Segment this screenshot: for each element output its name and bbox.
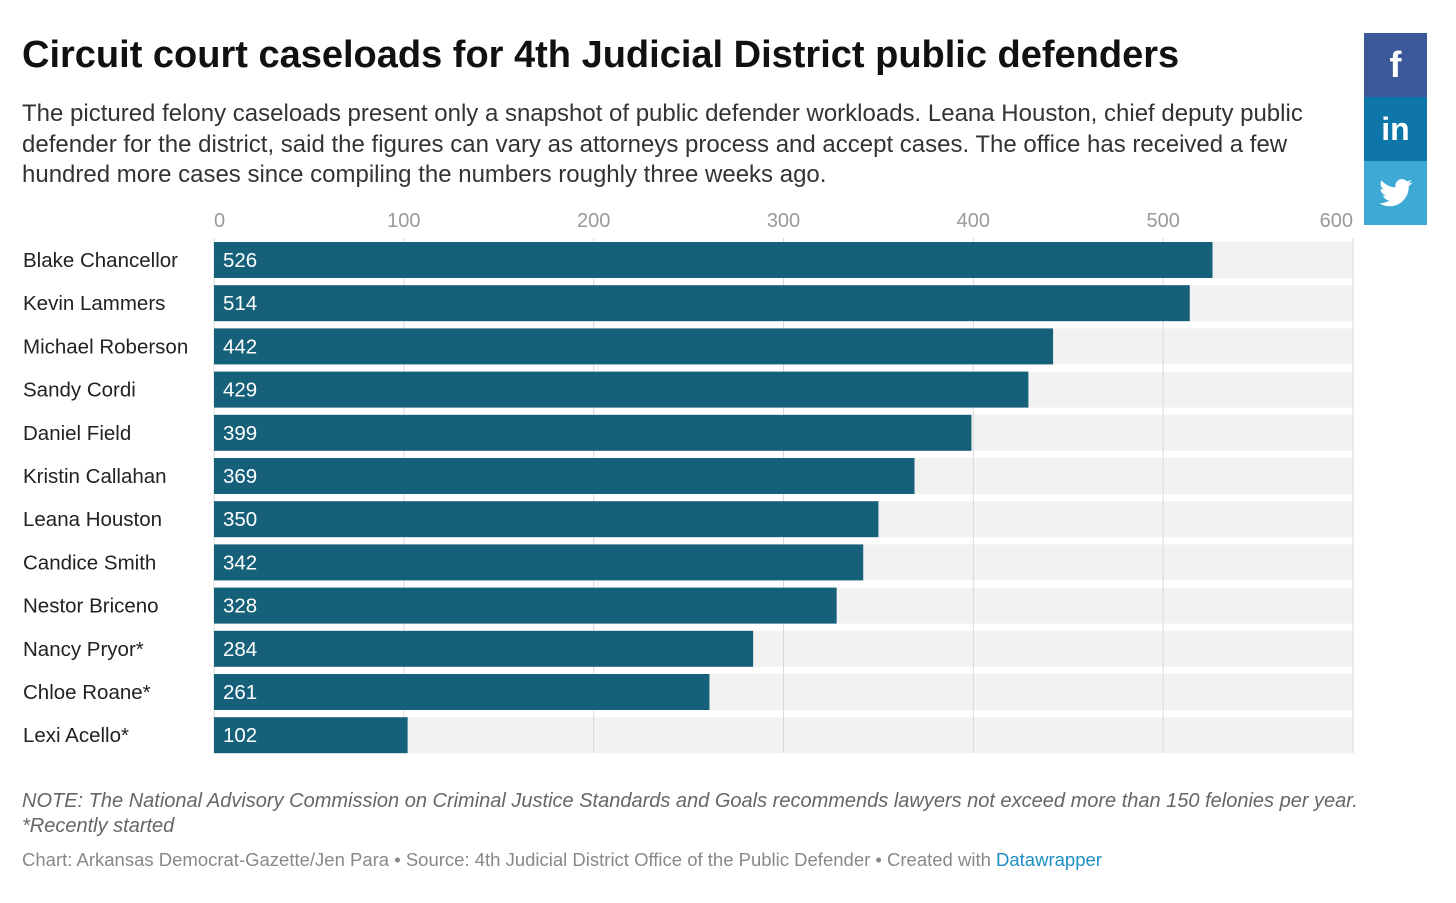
value-label: 261 — [223, 681, 257, 704]
category-label: Sandy Cordi — [23, 379, 136, 402]
datawrapper-link[interactable]: Datawrapper — [996, 849, 1102, 870]
bar — [214, 414, 972, 451]
linkedin-icon: in — [1381, 110, 1410, 147]
x-tick-label: 600 — [1320, 210, 1353, 232]
note-text: NOTE: The National Advisory Commission o… — [22, 790, 1358, 812]
value-label: 526 — [223, 249, 257, 272]
x-tick-label: 200 — [577, 210, 610, 232]
bar — [214, 674, 710, 710]
value-label: 429 — [223, 379, 257, 402]
value-label: 102 — [223, 724, 257, 747]
x-tick-label: 300 — [767, 210, 800, 232]
value-label: 514 — [223, 292, 257, 315]
value-label: 328 — [223, 595, 257, 618]
credits-text: Chart: Arkansas Democrat-Gazette/Jen Par… — [22, 849, 997, 870]
value-label: 442 — [223, 335, 257, 358]
chart-note: NOTE: The National Advisory Commission o… — [22, 789, 1442, 839]
bar — [214, 501, 879, 538]
twitter-bird-icon — [1378, 179, 1412, 207]
bar — [214, 717, 408, 754]
x-tick-label: 0 — [214, 210, 225, 232]
bar — [214, 544, 864, 581]
linkedin-share-button[interactable]: in — [1364, 97, 1427, 161]
category-label: Blake Chancellor — [23, 249, 178, 272]
value-label: 369 — [223, 465, 257, 488]
category-label: Lexi Acello* — [23, 724, 129, 747]
chart-credits: Chart: Arkansas Democrat-Gazette/Jen Par… — [22, 849, 1102, 871]
value-label: 399 — [223, 422, 257, 445]
recently-started-note: *Recently started — [22, 815, 175, 837]
category-label: Nestor Briceno — [23, 595, 159, 618]
category-label: Michael Roberson — [23, 335, 188, 358]
x-tick-label: 500 — [1146, 210, 1179, 232]
bar — [214, 242, 1213, 278]
category-label: Nancy Pryor* — [23, 638, 144, 661]
bar — [214, 371, 1029, 408]
bar — [214, 630, 754, 667]
chart-subtitle: The pictured felony caseloads present on… — [22, 100, 1303, 188]
facebook-share-button[interactable]: f — [1364, 33, 1427, 97]
social-share-bar: f in — [1364, 33, 1427, 225]
value-label: 350 — [223, 508, 257, 531]
chart-title: Circuit court caseloads for 4th Judicial… — [22, 34, 1180, 76]
category-label: Kevin Lammers — [23, 292, 165, 315]
category-label: Candice Smith — [23, 551, 156, 574]
category-label: Daniel Field — [23, 422, 131, 445]
value-label: 284 — [223, 638, 257, 661]
bar — [214, 285, 1190, 322]
bar — [214, 587, 837, 624]
value-label: 342 — [223, 551, 257, 574]
x-tick-label: 400 — [957, 210, 990, 232]
twitter-share-button[interactable] — [1364, 161, 1427, 225]
bar — [214, 328, 1054, 365]
bar-chart: 0 100 200 300 400 500 600 Blake Chancellor 526 Ke… — [23, 210, 1354, 754]
category-label: Leana Houston — [23, 508, 162, 531]
category-label: Chloe Roane* — [23, 681, 151, 704]
bar — [214, 458, 915, 494]
x-tick-label: 100 — [387, 210, 420, 232]
category-label: Kristin Callahan — [23, 465, 167, 488]
facebook-icon: f — [1389, 44, 1402, 85]
